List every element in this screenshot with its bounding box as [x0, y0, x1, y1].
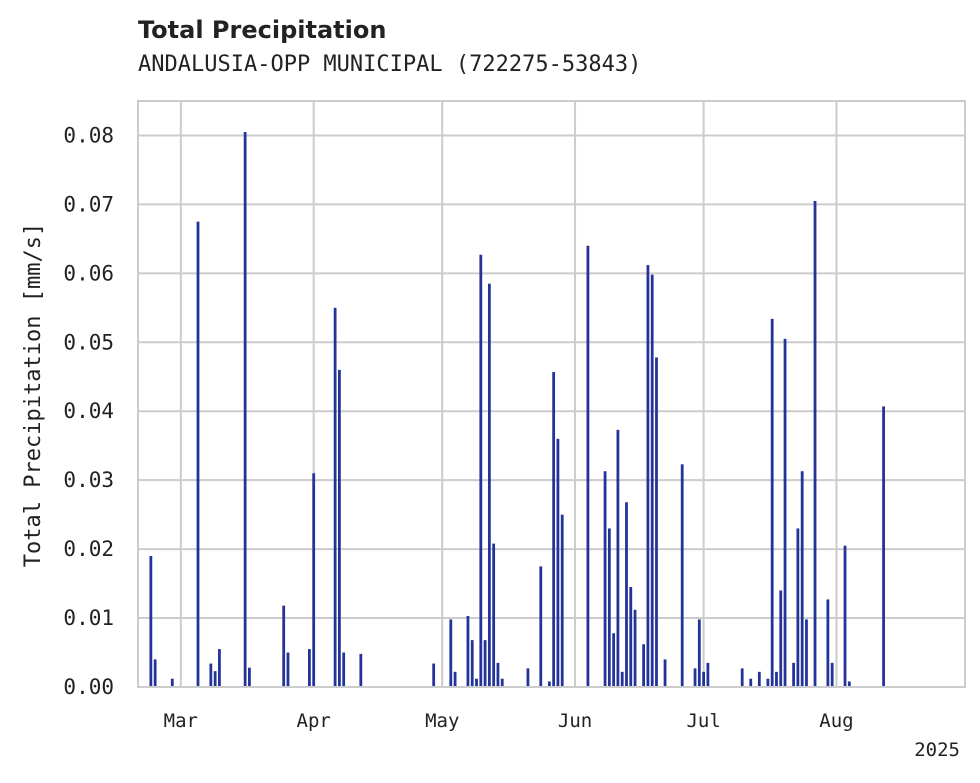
x-tick-label: Aug — [819, 710, 853, 732]
precipitation-bar — [539, 566, 543, 687]
chart-title: Total Precipitation — [138, 16, 387, 44]
precipitation-bar — [749, 678, 753, 687]
precipitation-bar — [466, 615, 470, 687]
precipitation-bar — [740, 668, 744, 687]
precipitation-bar — [432, 663, 436, 687]
precipitation-bar — [805, 619, 808, 687]
precipitation-bar — [453, 671, 457, 687]
precipitation-bar — [470, 640, 474, 687]
precipitation-bar — [757, 671, 761, 687]
y-tick-label: 0.08 — [63, 123, 114, 147]
precipitation-bar — [196, 221, 200, 687]
precipitation-bar — [500, 678, 504, 687]
precipitation-bar — [333, 307, 337, 687]
x-axis-ticks: Mar Apr May Jun Jul Aug — [164, 710, 854, 732]
precipitation-bar — [338, 369, 341, 687]
precipitation-bar — [655, 357, 658, 687]
precipitation-bar — [342, 652, 346, 687]
x-tick-label: May — [425, 710, 459, 732]
precipitation-bar — [830, 662, 834, 687]
precipitation-bar — [479, 254, 483, 688]
precipitation-bar — [547, 681, 551, 687]
x-axis-year-label: 2025 — [914, 739, 960, 761]
precipitation-bar — [766, 678, 770, 687]
precipitation-bar — [560, 514, 564, 687]
precipitation-bar — [796, 528, 800, 687]
precipitation-bar — [170, 678, 174, 687]
y-tick-label: 0.02 — [63, 537, 114, 561]
precipitation-bar — [783, 338, 787, 687]
chart-subtitle: ANDALUSIA-OPP MUNICIPAL (722275-53843) — [138, 52, 642, 77]
precipitation-bars — [149, 132, 885, 688]
precipitation-bar — [770, 318, 774, 687]
precipitation-bar — [487, 283, 491, 687]
precipitation-bar — [603, 471, 607, 687]
y-tick-label: 0.04 — [63, 399, 114, 423]
y-tick-label: 0.06 — [63, 261, 114, 285]
x-tick-label: Jul — [686, 710, 720, 732]
precipitation-bar — [779, 590, 783, 687]
grid-lines — [138, 101, 965, 688]
y-tick-label: 0.00 — [63, 675, 114, 699]
precipitation-bar — [629, 587, 633, 687]
x-tick-label: Mar — [164, 710, 198, 732]
precipitation-bar — [706, 662, 710, 687]
precipitation-bar — [359, 653, 363, 687]
y-tick-label: 0.03 — [63, 468, 114, 492]
precipitation-bar — [826, 599, 830, 687]
precipitation-bar — [680, 464, 684, 687]
precipitation-bar — [243, 132, 247, 687]
x-tick-label: Jun — [558, 710, 592, 732]
precipitation-bar — [213, 671, 217, 687]
precipitation-bar — [312, 473, 316, 687]
precipitation-bar — [702, 671, 706, 687]
precipitation-bar — [625, 502, 628, 687]
precipitation-bar — [612, 633, 616, 687]
precipitation-bar — [492, 543, 496, 687]
precipitation-bar — [775, 671, 778, 687]
precipitation-bar — [286, 652, 290, 687]
precipitation-bar — [475, 678, 478, 687]
precipitation-bar — [248, 667, 251, 687]
precipitation-bar — [556, 438, 560, 687]
precipitation-bar — [282, 605, 286, 687]
precipitation-bar — [209, 663, 213, 687]
y-tick-label: 0.07 — [63, 192, 114, 216]
precipitation-bar — [308, 649, 311, 687]
precipitation-bar — [843, 545, 847, 687]
precipitation-bar — [813, 200, 817, 687]
precipitation-bar — [449, 619, 453, 687]
y-tick-label: 0.01 — [63, 606, 114, 630]
precipitation-bar — [697, 619, 701, 687]
precipitation-bar — [847, 681, 851, 687]
precipitation-bar — [663, 659, 667, 687]
x-tick-label: Apr — [297, 710, 331, 732]
precipitation-bar — [800, 471, 804, 687]
precipitation-bar — [646, 265, 650, 687]
y-axis-label: Total Precipitation [mm/s] — [21, 223, 46, 567]
precipitation-bar — [882, 406, 885, 687]
y-axis-ticks: 0.00 0.01 0.02 0.03 0.04 0.05 0.06 0.07 0.08 — [63, 123, 114, 699]
precipitation-bar — [633, 609, 637, 687]
precipitation-bar — [650, 274, 654, 687]
precipitation-bar — [642, 644, 646, 687]
precipitation-bar — [526, 668, 530, 687]
plot-frame — [137, 100, 966, 688]
y-tick-label: 0.05 — [63, 330, 114, 354]
precipitation-bar — [149, 556, 153, 687]
precipitation-bar — [483, 640, 487, 687]
precipitation-bar — [693, 668, 697, 687]
precipitation-bar — [616, 429, 620, 687]
precipitation-bar — [586, 245, 590, 687]
precipitation-bar — [607, 528, 611, 687]
precipitation-bar — [552, 371, 556, 687]
precipitation-bar — [620, 671, 624, 687]
precipitation-bar — [792, 662, 795, 687]
precipitation-bar — [153, 659, 157, 687]
precipitation-bar — [496, 662, 500, 687]
precipitation-bar — [218, 649, 221, 687]
